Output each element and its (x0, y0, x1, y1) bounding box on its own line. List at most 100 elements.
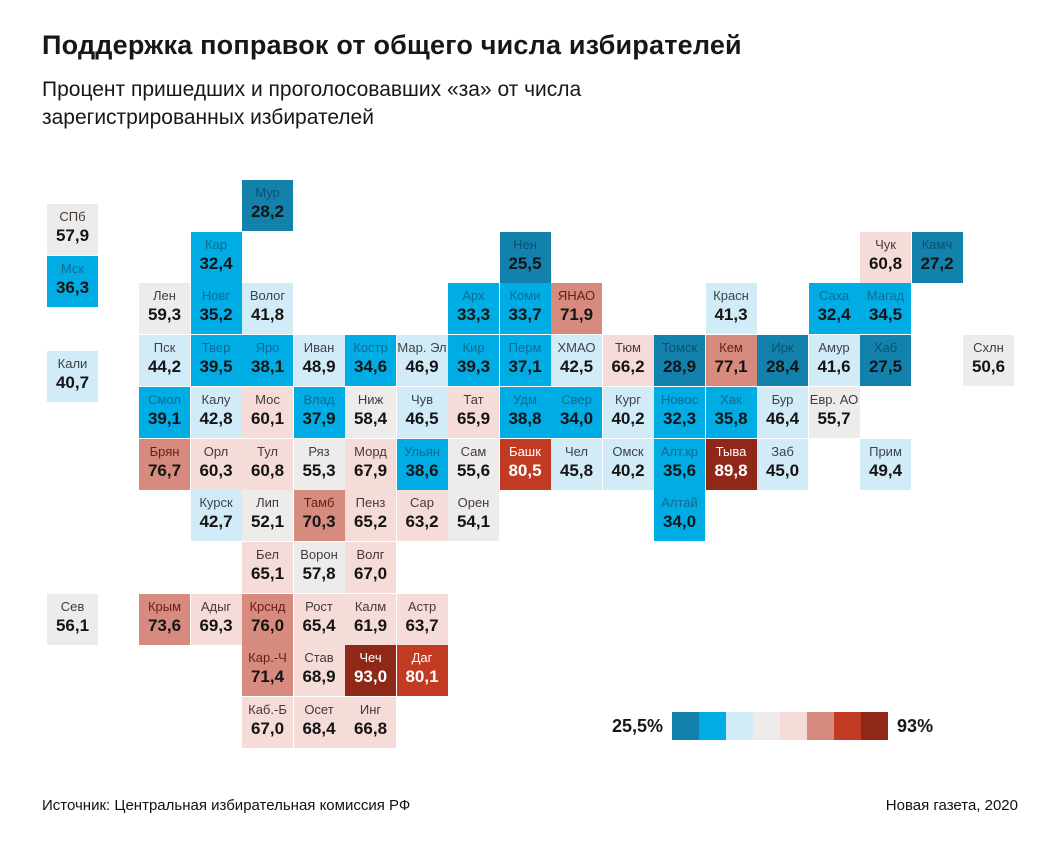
region-tile-Костр: Костр 34,6 (345, 335, 396, 387)
credit-note: Новая газета, 2020 (885, 797, 1018, 814)
region-label: Кали (57, 355, 88, 371)
region-label: Алтай (661, 495, 698, 511)
region-value: 28,9 (662, 357, 697, 377)
region-tile-Заб: Заб 45,0 (757, 438, 808, 490)
region-label: Волг (356, 546, 385, 562)
region-label: Свер (561, 391, 592, 407)
region-value: 71,9 (559, 305, 594, 325)
region-tile-Кург: Кург 40,2 (602, 386, 654, 438)
region-value: 77,1 (714, 357, 748, 377)
region-value: 59,3 (147, 305, 182, 325)
region-value: 65,1 (250, 563, 285, 583)
region-tile-Пск: Пск 44,2 (139, 335, 190, 387)
region-label: Сам (460, 443, 487, 459)
region-value: 76,7 (147, 460, 182, 480)
legend-min-label: 25,5% (612, 715, 664, 736)
region-tile-Иван: Иван 48,9 (293, 335, 345, 387)
legend-swatch-1 (672, 712, 700, 740)
region-value: 39,5 (199, 357, 233, 377)
region-label: Башк (509, 443, 541, 459)
region-tile-Брян: Брян 76,7 (139, 438, 190, 490)
region-value: 73,6 (147, 615, 182, 635)
region-tile-Кем: Кем 77,1 (705, 335, 757, 387)
region-value: 35,2 (199, 305, 233, 325)
region-label: Курск (199, 495, 233, 511)
region-value: 34,0 (662, 512, 697, 532)
region-label: Твер (201, 340, 231, 356)
region-value: 32,3 (662, 408, 697, 428)
region-value: 61,9 (353, 615, 388, 635)
region-tile-Пенз: Пенз 65,2 (345, 490, 396, 542)
region-value: 40,2 (611, 460, 645, 480)
region-tile-Кали: Кали 40,7 (47, 350, 98, 402)
region-tile-Калм: Калм 61,9 (345, 593, 396, 645)
region-label: Чук (875, 236, 896, 252)
region-tile-Мур: Мур 28,2 (242, 180, 293, 231)
region-tile-Каб.-Б: Каб.-Б 67,0 (242, 697, 293, 748)
region-label: СПб (59, 208, 86, 224)
region-tile-Сев: Сев 56,1 (47, 593, 98, 645)
region-tile-Прим: Прим 49,4 (860, 438, 911, 490)
region-label: Тюм (615, 340, 641, 356)
region-label: Хаб (873, 340, 898, 356)
region-label: Крым (147, 598, 182, 614)
region-value: 28,4 (765, 357, 800, 377)
region-value: 60,1 (250, 408, 285, 428)
region-value: 38,1 (250, 357, 285, 377)
page-title: Поддержка поправок от общего числа избир… (42, 30, 742, 60)
region-label: Коми (509, 288, 541, 304)
region-value: 41,3 (714, 305, 748, 325)
region-tile-Новг: Новг 35,2 (190, 283, 242, 335)
region-label: Лен (153, 288, 176, 304)
region-tile-Волг: Волг 67,0 (345, 541, 396, 593)
region-value: 45,8 (559, 460, 594, 480)
region-value: 56,1 (55, 615, 90, 635)
region-label: Смол (148, 391, 181, 407)
region-label: Мур (255, 185, 280, 200)
color-scale-legend: 25,5% 93% (612, 712, 933, 740)
region-label: Став (304, 650, 334, 666)
region-value: 42,5 (559, 357, 594, 377)
region-tile-Амур: Амур 41,6 (808, 335, 860, 387)
region-label: Новг (201, 288, 231, 304)
region-label: Калм (354, 598, 387, 614)
region-tile-Тюм: Тюм 66,2 (602, 335, 654, 387)
region-value: 37,1 (508, 357, 542, 377)
region-tile-Рост: Рост 65,4 (293, 593, 345, 645)
region-label: Ульян (404, 443, 440, 459)
region-label: Хак (720, 391, 742, 407)
region-value: 46,9 (405, 357, 439, 377)
region-tile-Адыг: Адыг 69,3 (190, 593, 242, 645)
region-label: Пск (153, 340, 176, 356)
region-value: 60,8 (868, 253, 903, 273)
region-value: 54,1 (456, 512, 491, 532)
region-label: Перм (508, 340, 542, 356)
region-value: 46,4 (765, 408, 800, 428)
region-value: 65,4 (302, 615, 336, 635)
region-tile-Ворон: Ворон 57,8 (293, 541, 345, 593)
region-value: 66,2 (611, 357, 645, 377)
region-label: Морд (354, 443, 387, 459)
region-tile-Волог: Волог 41,8 (242, 283, 293, 335)
region-value: 52,1 (250, 512, 285, 532)
region-tile-Саха: Саха 32,4 (808, 283, 860, 335)
region-label: Омск (612, 443, 644, 459)
region-tile-Алтай: Алтай 34,0 (654, 490, 705, 542)
region-value: 41,8 (250, 305, 285, 325)
region-label: Мос (255, 391, 280, 407)
region-value: 57,8 (302, 563, 336, 583)
region-label: Мск (60, 260, 85, 276)
region-label: Кар (204, 236, 228, 252)
region-label: Кир (462, 340, 485, 356)
region-value: 89,8 (714, 460, 748, 480)
legend-max-label: 93% (897, 715, 934, 736)
region-value: 38,6 (405, 460, 439, 480)
region-label: Амур (818, 340, 850, 356)
legend-color-strip (672, 712, 889, 740)
region-tile-Лип: Лип 52,1 (242, 490, 293, 542)
region-label: Бел (256, 546, 279, 562)
region-value: 67,9 (353, 460, 388, 480)
region-value: 33,3 (456, 305, 491, 325)
region-value: 65,9 (456, 408, 491, 428)
